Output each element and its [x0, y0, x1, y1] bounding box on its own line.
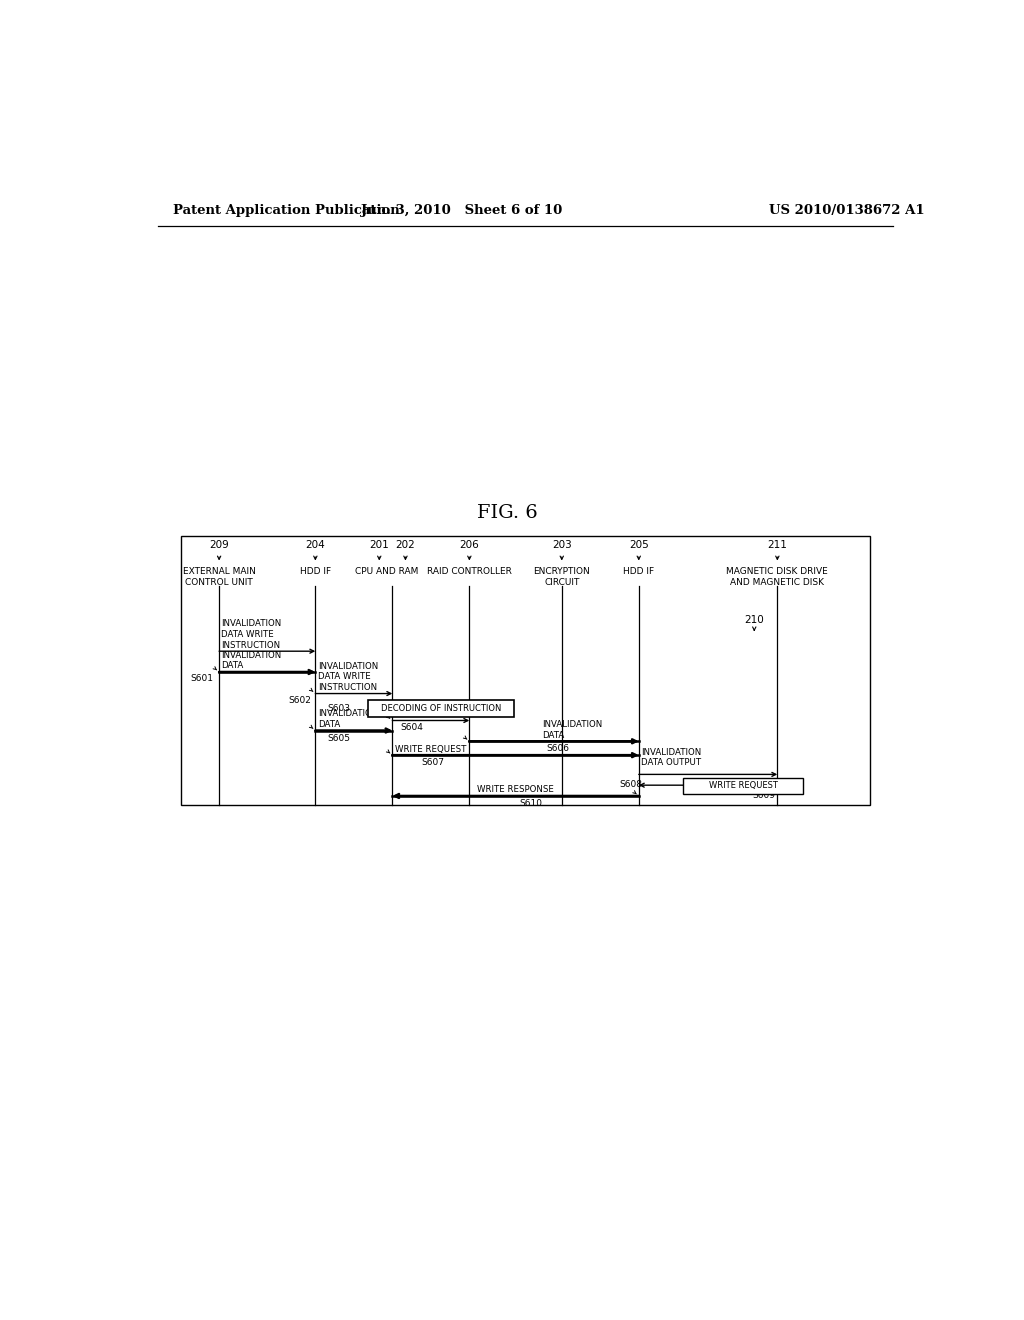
- Text: 202: 202: [395, 540, 416, 550]
- Text: DECODING OF INSTRUCTION: DECODING OF INSTRUCTION: [381, 705, 501, 713]
- Text: 201: 201: [370, 540, 389, 550]
- Text: 210: 210: [744, 615, 764, 626]
- Text: INVALIDATION
DATA: INVALIDATION DATA: [317, 709, 378, 729]
- Text: CPU AND RAM: CPU AND RAM: [354, 566, 418, 576]
- Text: Patent Application Publication: Patent Application Publication: [173, 205, 399, 218]
- Text: WRITE REQUEST: WRITE REQUEST: [394, 744, 466, 754]
- Text: S609: S609: [753, 792, 776, 800]
- Text: US 2010/0138672 A1: US 2010/0138672 A1: [769, 205, 925, 218]
- Text: S610: S610: [519, 799, 543, 808]
- Text: HDD IF: HDD IF: [300, 566, 331, 576]
- Text: S601: S601: [190, 675, 214, 684]
- Text: 206: 206: [460, 540, 479, 550]
- Text: S607: S607: [422, 758, 444, 767]
- Text: WRITE REQUEST: WRITE REQUEST: [709, 781, 777, 791]
- Text: CONTROL SIGNAL: CONTROL SIGNAL: [394, 710, 471, 719]
- Text: INVALIDATION
DATA WRITE
INSTRUCTION: INVALIDATION DATA WRITE INSTRUCTION: [317, 661, 378, 692]
- Text: S603: S603: [327, 705, 350, 713]
- Text: RAID CONTROLLER: RAID CONTROLLER: [427, 566, 512, 576]
- Text: S608: S608: [620, 780, 642, 789]
- Text: INVALIDATION
DATA: INVALIDATION DATA: [543, 719, 603, 739]
- Text: WRITE RESPONSE: WRITE RESPONSE: [477, 785, 554, 795]
- Text: 204: 204: [305, 540, 326, 550]
- Text: FIG. 6: FIG. 6: [477, 504, 539, 521]
- Bar: [683, 779, 803, 793]
- Text: S605: S605: [327, 734, 350, 743]
- Text: MAGNETIC DISK DRIVE
AND MAGNETIC DISK: MAGNETIC DISK DRIVE AND MAGNETIC DISK: [726, 566, 828, 586]
- Text: INVALIDATION
DATA: INVALIDATION DATA: [221, 651, 282, 671]
- Text: 205: 205: [629, 540, 648, 550]
- Bar: [368, 701, 514, 718]
- Text: EXTERNAL MAIN
CONTROL UNIT: EXTERNAL MAIN CONTROL UNIT: [182, 566, 256, 586]
- Text: INVALIDATION
DATA OUTPUT: INVALIDATION DATA OUTPUT: [641, 747, 701, 767]
- Text: Jun. 3, 2010   Sheet 6 of 10: Jun. 3, 2010 Sheet 6 of 10: [361, 205, 562, 218]
- Text: ENCRYPTION
CIRCUIT: ENCRYPTION CIRCUIT: [534, 566, 590, 586]
- Text: 203: 203: [552, 540, 571, 550]
- Text: S602: S602: [289, 696, 311, 705]
- Text: S606: S606: [547, 744, 569, 754]
- Text: S604: S604: [400, 723, 423, 731]
- Bar: [180, 536, 869, 805]
- Text: INVALIDATION
DATA WRITE
INSTRUCTION: INVALIDATION DATA WRITE INSTRUCTION: [221, 619, 282, 649]
- Text: 211: 211: [767, 540, 787, 550]
- Text: HDD IF: HDD IF: [624, 566, 654, 576]
- Text: 209: 209: [209, 540, 229, 550]
